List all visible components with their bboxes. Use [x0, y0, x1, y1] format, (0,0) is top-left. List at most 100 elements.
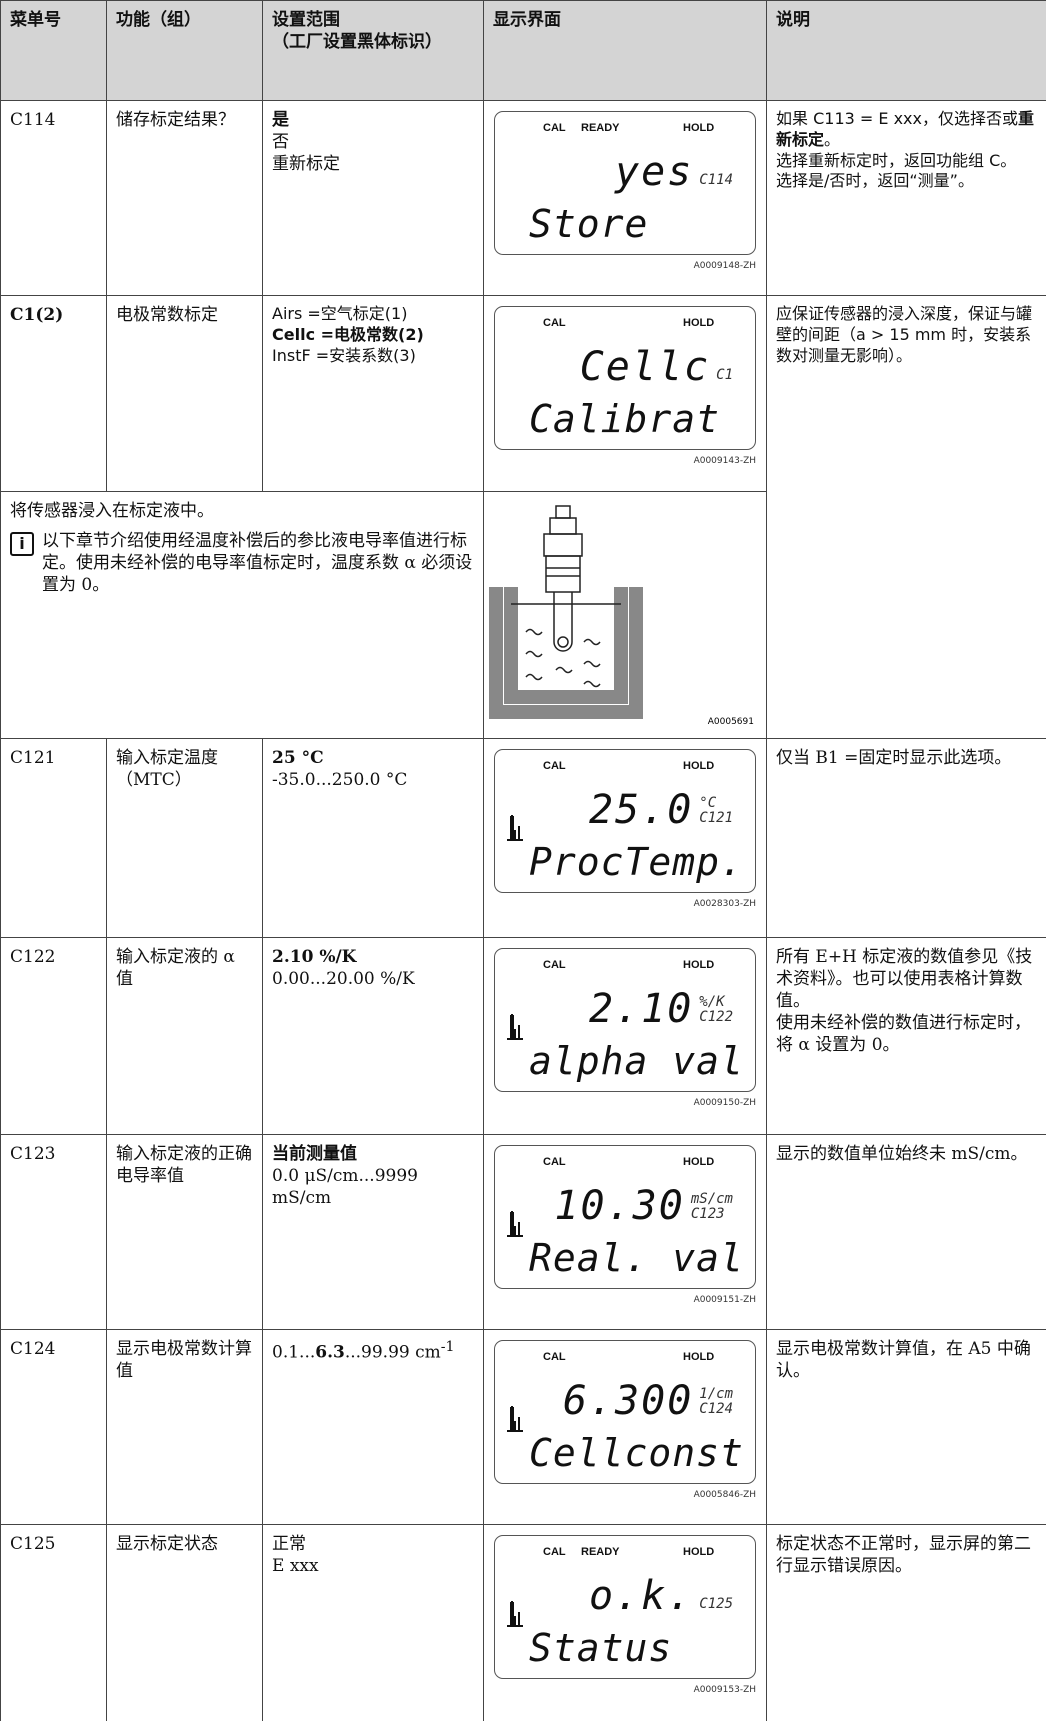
range-item: -35.0...250.0 °C: [272, 770, 408, 791]
code: C114: [0, 100, 107, 296]
note-text: 如果 C113 = E xxx，仅选择否或重新标定。: [776, 109, 1037, 151]
note: 所有 E+H 标定液的数值参见《技术资料》。也可以使用表格计算数值。 使用未经补偿…: [766, 937, 1046, 1136]
lcd-screen: CAL HOLD Cellc C1 Calibrat: [494, 306, 756, 450]
display-cell: CAL HOLD 10.30 mS/cm C123 Real. val A0009151-Z…: [483, 1134, 767, 1331]
note: 仅当 B1 =固定时显示此选项。: [766, 738, 1046, 939]
unit-code: mS/cm C123: [691, 1192, 733, 1222]
display: CAL HOLD 10.30 mS/cm C123 Real. val A0009151-Z…: [485, 1145, 766, 1305]
value-line: 6.300 1/cm C124: [563, 1379, 733, 1423]
note-text: 仅当 B1 =固定时显示此选项。: [776, 748, 1012, 769]
note: 显示电极常数计算值，在 A5 中确认。: [766, 1329, 1046, 1526]
header-row: 菜单号 功能（组） 设置范围 （工厂设置黑体标识） 显示界面 说明: [0, 0, 1046, 101]
figure-cell: A0005691: [483, 490, 767, 740]
range-item: 0.0 μS/cm...9999 mS/cm: [272, 1166, 418, 1209]
unit-code: °C C121: [699, 796, 733, 826]
function: 输入标定液的 α 值: [106, 937, 263, 1136]
display: CAL HOLD 25.0 °C C121 ProcTemp. A0028303-ZH: [485, 749, 766, 910]
range-item: Cellc =电极常数(2): [272, 324, 424, 344]
bottom-text: Real. val: [529, 1236, 744, 1281]
value-line: 25.0 °C C121: [589, 788, 733, 832]
figure-id: A0028303-ZH: [693, 899, 756, 910]
range-item: 否: [272, 132, 289, 153]
thermometer-icon: [507, 1406, 523, 1433]
range-item: 0.1...6.3...99.99 cm-1: [272, 1338, 474, 1364]
note-text: 所有 E+H 标定液的数值参见《技术资料》。也可以使用表格计算数值。: [776, 947, 1033, 1012]
display-cell: CAL HOLD 2.10 %/K C122 alpha val A0009150-ZH: [483, 937, 767, 1136]
note: 如果 C113 = E xxx，仅选择否或重新标定。 选择重新标定时，返回功能组 …: [766, 100, 1046, 296]
menu-code: C123: [690, 1206, 725, 1223]
menu-code: C114: [699, 172, 733, 188]
info-text: 以下章节介绍使用经温度补偿后的参比液电导率值进行标定。使用未经补偿的电导率值标定…: [42, 531, 473, 596]
thermometer-icon: [507, 1014, 523, 1041]
header: 说明: [766, 0, 1046, 101]
thermometer-icon: [507, 1601, 523, 1628]
status-tag: READY: [581, 122, 620, 134]
figure-id: A0005846-ZH: [693, 1490, 756, 1501]
row: C121 输入标定温度（MTC） 25 °C -35.0...250.0 °C C…: [0, 738, 1046, 939]
display-cell: CAL HOLD 25.0 °C C121 ProcTemp. A0028303-ZH: [483, 738, 767, 939]
range-item: 25 °C: [272, 748, 324, 769]
info-icon: i: [10, 532, 34, 557]
range-item: 当前测量值: [272, 1144, 357, 1165]
bottom-text: Store: [529, 202, 649, 246]
status-tag: HOLD: [683, 1546, 715, 1559]
header: 菜单号: [0, 0, 107, 101]
status-tag: CAL: [543, 1546, 566, 1559]
range-item: Airs =空气标定(1): [272, 304, 408, 323]
status-tag: CAL: [543, 1156, 566, 1169]
code: C1(2): [0, 295, 107, 492]
display-cell: CAL HOLD Cellc C1 Calibrat A0009143-ZH: [483, 295, 767, 492]
note-text: 标定状态不正常时，显示屏的第二行显示错误原因。: [776, 1534, 1031, 1577]
code: C121: [0, 738, 107, 939]
text: 。: [824, 129, 841, 149]
value: 2.10: [588, 986, 694, 1033]
menu-code: C122: [699, 1009, 733, 1026]
range-item: 是: [272, 110, 289, 130]
text: 重新标定: [776, 109, 1034, 149]
range: 正常 E xxx: [262, 1524, 484, 1721]
note-text: 应保证传感器的浸入深度，保证与罐壁的间距（a > 15 mm 时，安装系数对测量…: [776, 304, 1033, 365]
note-text: 显示电极常数计算值，在 A5 中确认。: [776, 1339, 1031, 1382]
lcd-screen: CAL HOLD 10.30 mS/cm C123 Real. val: [494, 1145, 756, 1290]
function: 显示标定状态: [106, 1524, 263, 1721]
range-item: InstF =安装系数(3): [272, 345, 416, 365]
value-line: yes C114: [615, 150, 733, 194]
header-text: （工厂设置黑体标识）: [272, 32, 442, 53]
function: 输入标定温度（MTC）: [106, 738, 263, 939]
range-item: 重新标定: [272, 154, 340, 175]
instruction-text: 将传感器浸入在标定液中。: [10, 501, 214, 521]
note-text: 显示的数值单位始终未 mS/cm。: [776, 1144, 1028, 1165]
note-text: 选择是/否时，返回“测量”。: [776, 171, 974, 191]
function: 输入标定液的正确电导率值: [106, 1134, 263, 1331]
unit: mS/cm: [690, 1191, 733, 1208]
code: C124: [0, 1329, 107, 1526]
info-note: i 以下章节介绍使用经温度补偿后的参比液电导率值进行标定。使用未经补偿的电导率值标…: [10, 530, 474, 596]
note-text: 选择重新标定时，返回功能组 C。: [776, 150, 1017, 170]
status-tag: CAL: [543, 122, 566, 134]
range: 2.10 %/K 0.00...20.00 %/K: [262, 937, 484, 1136]
range-item: 正常: [272, 1534, 306, 1555]
status-tag: HOLD: [683, 1351, 715, 1364]
range: 是否重新标定: [262, 100, 484, 296]
display-cell: CAL READY HOLD yes C114 Store A0009148-ZH: [483, 100, 767, 296]
value: 6.300: [562, 1378, 694, 1425]
note: 显示的数值单位始终未 mS/cm。: [766, 1134, 1046, 1331]
value: yes: [615, 149, 694, 195]
code: C122: [0, 937, 107, 1136]
display-cell: CAL HOLD 6.300 1/cm C124 Cellconst A0005846-ZH: [483, 1329, 767, 1526]
note: 应保证传感器的浸入深度，保证与罐壁的间距（a > 15 mm 时，安装系数对测量…: [766, 294, 1046, 740]
unit: %/K: [699, 994, 725, 1011]
status-tag: CAL: [543, 317, 566, 329]
function: 显示电极常数计算值: [106, 1329, 263, 1526]
status-tag: HOLD: [683, 317, 715, 329]
menu-code: C121: [699, 810, 733, 827]
sensor-figure: A0005691: [489, 505, 754, 727]
code: C125: [0, 1524, 107, 1721]
bottom-text: alpha val: [529, 1039, 744, 1084]
status-tag: HOLD: [683, 122, 715, 134]
text: ...99.99 cm: [344, 1342, 441, 1363]
unit-code: C114: [699, 173, 733, 188]
display: CAL HOLD 6.300 1/cm C124 Cellconst A0005846-ZH: [485, 1340, 766, 1501]
